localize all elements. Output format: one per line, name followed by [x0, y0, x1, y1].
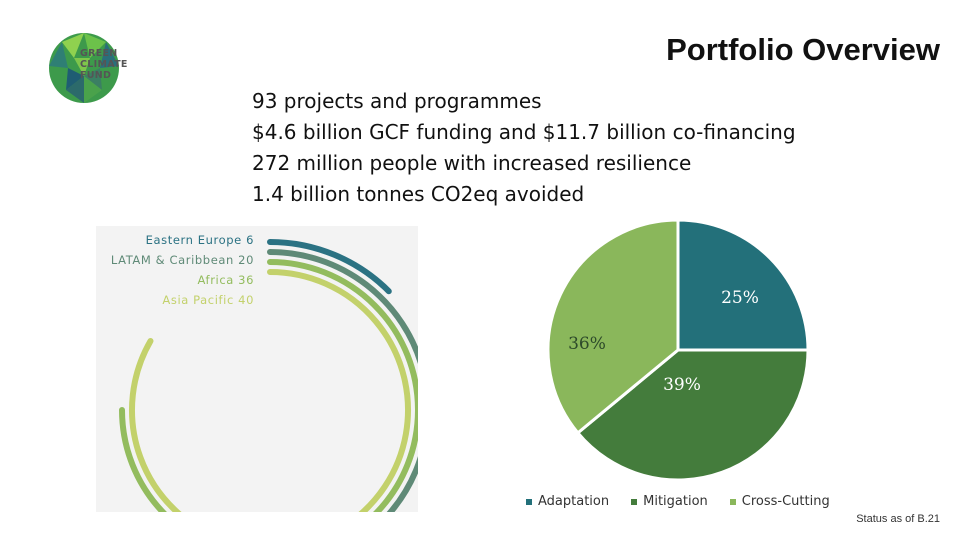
legend-swatch: [631, 498, 638, 505]
green-climate-fund-logo: [49, 33, 119, 103]
logo-wordmark: GREEN CLIMATE FUND: [80, 48, 128, 81]
stat-projects: 93 projects and programmes: [252, 89, 542, 113]
legend-label: Cross-Cutting: [741, 494, 830, 509]
stat-emissions: 1.4 billion tonnes CO2eq avoided: [252, 182, 585, 206]
pie-slice-label: 39%: [663, 375, 701, 395]
page-title: Portfolio Overview: [666, 32, 940, 67]
portfolio-stats: 93 projects and programmes $4.6 billion …: [252, 86, 796, 210]
region-arc-asia-pacific: [129, 269, 411, 512]
legend-item-mitigation: Mitigation: [631, 494, 708, 509]
pie-slice-label: 36%: [568, 334, 606, 354]
legend-item-adaptation: Adaptation: [526, 494, 609, 509]
pie-slice-adaptation: [676, 218, 810, 352]
region-arc-africa: [119, 259, 418, 512]
logo-line: CLIMATE: [80, 59, 128, 70]
stat-funding: $4.6 billion GCF funding and $11.7 billi…: [252, 120, 796, 144]
theme-pie-chart: 25% 39% 36%: [546, 218, 810, 482]
legend-label: Mitigation: [643, 494, 708, 509]
region-arc-eastern-europe: [267, 239, 392, 295]
globe-icon: [49, 33, 119, 103]
logo-line: GREEN: [80, 48, 118, 59]
region-label: Eastern Europe 6: [146, 233, 254, 247]
pie-slice-label: 25%: [721, 288, 759, 308]
logo-line: FUND: [80, 70, 112, 81]
legend-swatch: [729, 498, 736, 505]
status-footnote: Status as of B.21: [856, 513, 940, 525]
legend-item-cross-cutting: Cross-Cutting: [729, 494, 830, 509]
stat-resilience: 272 million people with increased resili…: [252, 151, 692, 175]
region-chart-panel: Eastern Europe 6 LATAM & Caribbean 20 Afri…: [96, 226, 418, 512]
region-label: LATAM & Caribbean 20: [111, 253, 254, 267]
region-radial-bar-chart: Eastern Europe 6 LATAM & Caribbean 20 Afri…: [111, 233, 418, 512]
region-arc-latam-caribbean: [267, 249, 418, 512]
pie-slice-mitigation: [575, 348, 810, 482]
region-label: Asia Pacific 40: [162, 293, 254, 307]
legend-swatch: [526, 498, 532, 505]
pie-legend: Adaptation Mitigation Cross-Cutting: [526, 494, 852, 509]
region-label: Africa 36: [198, 273, 255, 287]
legend-label: Adaptation: [538, 494, 610, 509]
pie-slice-cross-cutting: [546, 218, 680, 435]
